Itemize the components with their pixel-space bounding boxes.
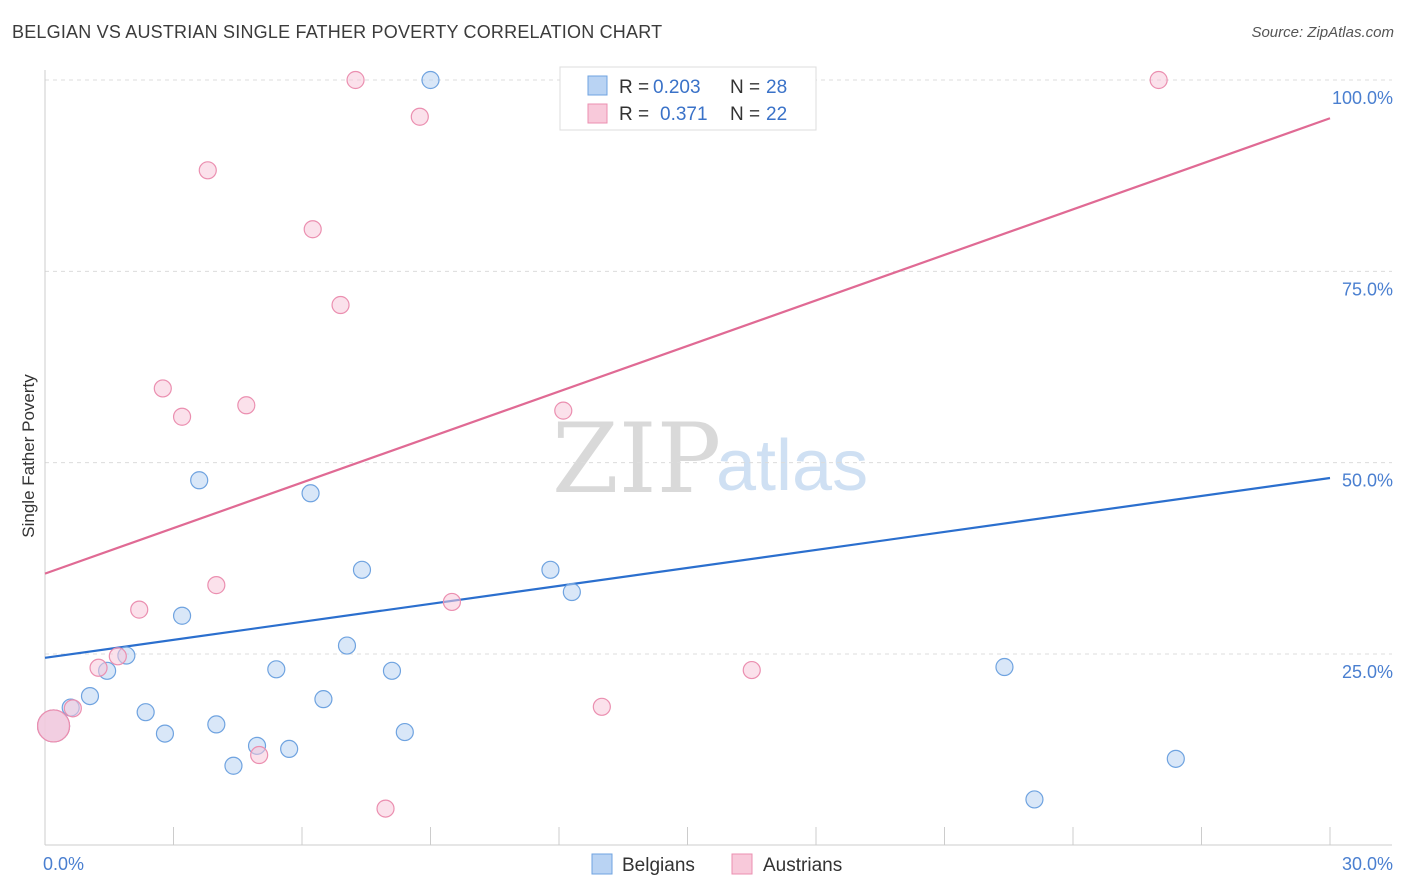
point-belgians — [136, 703, 155, 722]
data-points — [36, 70, 1185, 818]
point-austrians — [1149, 70, 1168, 90]
bottom-legend-label-austrians: Austrians — [763, 855, 842, 876]
legend-n-value-belgians: 28 — [766, 77, 787, 98]
legend-swatch-austrians — [587, 103, 608, 124]
point-austrians — [237, 396, 256, 415]
watermark-zip: ZIP — [552, 403, 721, 515]
point-austrians — [36, 709, 71, 743]
x-tick-label-min: 0.0% — [43, 854, 84, 874]
point-belgians — [155, 724, 175, 743]
y-tick-label-25: 25.0% — [1342, 662, 1393, 682]
point-austrians — [742, 660, 761, 680]
series-legend: Belgians Austrians — [591, 853, 842, 876]
point-austrians — [63, 699, 82, 718]
legend-r-value-belgians: 0.203 — [653, 77, 701, 98]
trend-lines — [44, 117, 1331, 659]
point-belgians — [395, 722, 414, 742]
trend-line-belgians — [44, 476, 1331, 659]
x-tick-label-max: 30.0% — [1342, 854, 1393, 874]
bottom-legend-swatch-belgians — [591, 853, 613, 875]
legend-r-value-austrians: 0.371 — [660, 104, 708, 125]
point-belgians — [1025, 790, 1044, 809]
point-belgians — [421, 70, 440, 90]
point-austrians — [554, 401, 573, 420]
chart-title: BELGIAN VS AUSTRIAN SINGLE FATHER POVERT… — [12, 22, 663, 42]
point-austrians — [172, 407, 192, 426]
point-belgians — [352, 560, 372, 579]
point-austrians — [207, 576, 226, 595]
y-axis-label: Single Father Poverty — [19, 374, 38, 538]
point-austrians — [198, 161, 217, 180]
point-austrians — [410, 107, 429, 126]
point-belgians — [224, 756, 243, 775]
svg-text:R =: R = — [619, 77, 649, 98]
point-austrians — [89, 658, 108, 677]
point-belgians — [337, 636, 357, 655]
y-tick-label-75: 75.0% — [1342, 279, 1393, 299]
point-belgians — [562, 582, 581, 602]
legend-r-label: R = — [619, 104, 649, 125]
point-belgians — [207, 715, 226, 734]
point-austrians — [442, 592, 462, 612]
x-tick-labels: 0.0% 30.0% — [43, 854, 1393, 874]
point-austrians — [108, 647, 127, 666]
y-tick-label-100: 100.0% — [1332, 88, 1393, 108]
point-belgians — [314, 690, 333, 709]
point-belgians — [172, 606, 192, 625]
point-austrians — [346, 70, 365, 90]
legend-n-value-austrians: 22 — [766, 104, 787, 125]
y-tick-labels: 25.0% 50.0% 75.0% 100.0% — [1332, 88, 1393, 682]
bottom-legend-swatch-austrians — [731, 853, 753, 875]
point-belgians — [280, 739, 299, 759]
point-austrians — [331, 295, 350, 315]
legend-n-label: N = — [730, 104, 760, 125]
legend-swatch-belgians — [587, 75, 608, 96]
point-belgians — [80, 686, 100, 706]
legend-r-label: R = — [619, 77, 649, 98]
point-austrians — [376, 799, 395, 818]
point-austrians — [592, 697, 611, 716]
source-credit: Source: ZipAtlas.com — [1251, 24, 1394, 41]
grid-lines — [45, 79, 1392, 655]
point-belgians — [541, 560, 560, 579]
correlation-legend: R = 0.203 N = 28 R = 0.371 N = 22 — [559, 66, 817, 131]
point-austrians — [153, 379, 172, 398]
y-tick-label-50: 50.0% — [1342, 471, 1393, 491]
watermark-atlas: atlas — [716, 426, 868, 506]
point-belgians — [267, 660, 286, 679]
bottom-legend-label-belgians: Belgians — [622, 855, 695, 876]
point-austrians — [303, 220, 322, 239]
point-belgians — [995, 657, 1014, 677]
point-belgians — [382, 661, 402, 680]
point-austrians — [130, 600, 149, 619]
trend-line-austrians — [44, 117, 1331, 575]
legend-n-label: N = — [730, 77, 760, 98]
point-belgians — [190, 471, 209, 490]
point-belgians — [301, 484, 320, 503]
point-austrians — [250, 745, 269, 765]
point-belgians — [1166, 749, 1185, 768]
